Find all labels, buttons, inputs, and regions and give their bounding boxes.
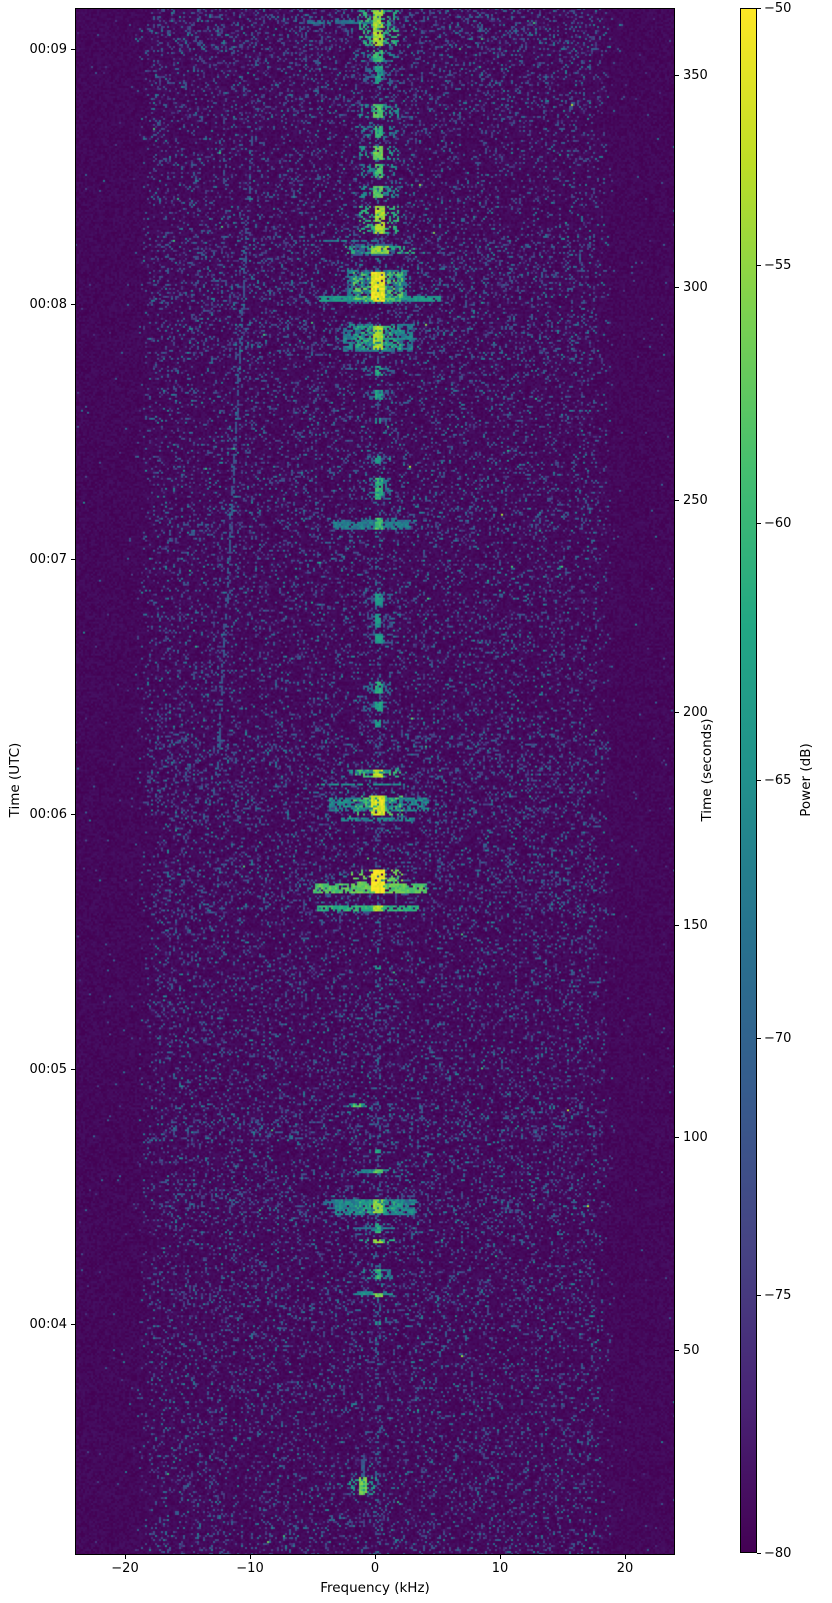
y-left-tick-label: 00:04: [29, 1317, 67, 1333]
y-left-tick-label: 00:09: [29, 42, 67, 58]
colorbar-tick-label: −80: [764, 1545, 792, 1561]
colorbar-tick: [757, 1552, 761, 1554]
y-left-tick: [71, 1324, 75, 1326]
y-right-tick-label: 100: [683, 1130, 708, 1146]
y-right-tick-label: 50: [683, 1342, 700, 1358]
x-tick-label: 10: [491, 1561, 509, 1576]
x-tick-label: −10: [236, 1561, 264, 1576]
y-left-tick-label: 00:08: [29, 297, 67, 313]
x-tick: [499, 1555, 501, 1559]
y-right-tick-label: 200: [683, 705, 708, 721]
y-left-tick-label: 00:06: [29, 807, 67, 823]
colorbar-tick-label: −60: [764, 515, 792, 531]
y-right-tick-label: 300: [683, 280, 708, 296]
y-right-tick-label: 150: [683, 917, 708, 933]
y-left-tick: [71, 814, 75, 816]
y-axis-label-right: Time (seconds): [699, 718, 715, 822]
x-tick: [624, 1555, 626, 1559]
y-left-tick: [71, 304, 75, 306]
y-right-tick: [675, 712, 679, 714]
y-right-tick-label: 250: [683, 492, 708, 508]
y-right-tick: [675, 1137, 679, 1139]
y-right-tick: [675, 924, 679, 926]
colorbar: [740, 8, 757, 1553]
colorbar-tick: [757, 1037, 761, 1039]
colorbar-tick-label: −55: [764, 258, 792, 273]
y-left-tick: [71, 49, 75, 51]
y-right-tick-label: 350: [683, 67, 708, 83]
y-right-tick: [675, 499, 679, 501]
y-left-tick: [71, 559, 75, 561]
colorbar-tick: [757, 7, 761, 9]
y-right-tick: [675, 1349, 679, 1351]
colorbar-tick-label: −75: [764, 1288, 792, 1303]
colorbar-tick-label: −50: [764, 0, 792, 16]
colorbar-tick: [757, 1295, 761, 1296]
colorbar-tick-label: −70: [764, 1030, 792, 1046]
colorbar-tick: [757, 522, 761, 524]
y-left-tick: [71, 1069, 75, 1071]
x-tick-label: 0: [370, 1561, 380, 1576]
colorbar-label: Power (dB): [798, 743, 814, 817]
y-axis-label-left: Time (UTC): [7, 742, 23, 818]
x-axis-label: Frequency (kHz): [320, 1580, 430, 1596]
colorbar-tick: [757, 780, 761, 781]
colorbar-tick-label: −65: [764, 773, 792, 788]
x-tick: [374, 1555, 376, 1559]
x-tick: [124, 1555, 126, 1559]
y-right-tick: [675, 74, 679, 76]
y-left-tick-label: 00:07: [29, 552, 67, 568]
x-tick-label: −20: [111, 1561, 139, 1576]
plot-area: [75, 8, 675, 1555]
spectrogram-canvas: [75, 8, 675, 1555]
y-left-tick-label: 00:05: [29, 1062, 67, 1078]
colorbar-tick: [757, 265, 761, 266]
y-right-tick: [675, 287, 679, 289]
x-tick-label: 20: [616, 1561, 634, 1576]
x-tick: [249, 1555, 251, 1559]
